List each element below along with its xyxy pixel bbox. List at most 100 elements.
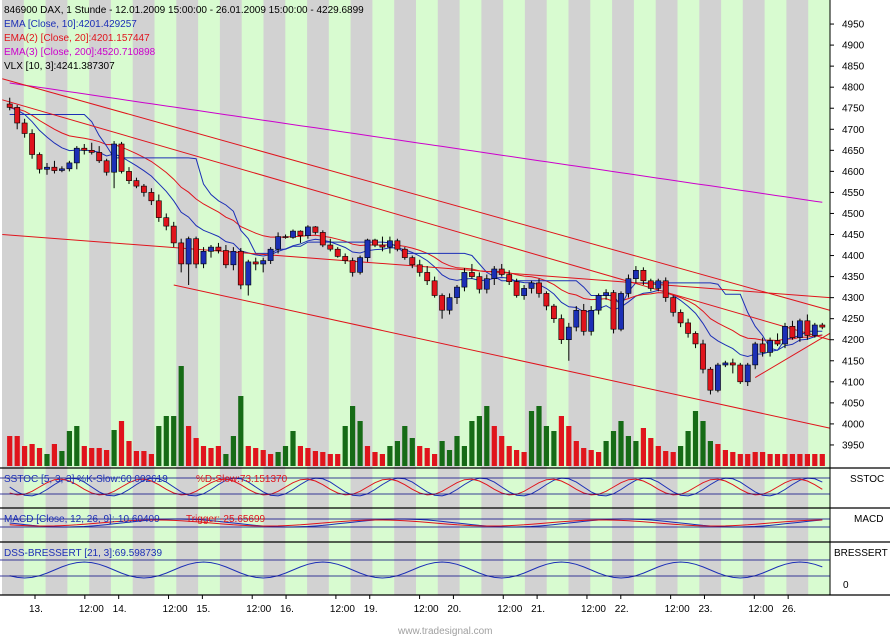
legend-ema20: EMA(2) [Close, 20]:4201.157447 bbox=[4, 33, 150, 44]
volume-bar bbox=[454, 436, 460, 466]
candle-body bbox=[379, 244, 386, 248]
volume-bar bbox=[111, 430, 117, 466]
y-tick-label: 4850 bbox=[842, 62, 865, 73]
volume-bar bbox=[118, 421, 125, 466]
volume-bar bbox=[640, 428, 646, 466]
volume-bar bbox=[133, 451, 139, 466]
candle-body bbox=[312, 226, 319, 233]
volume-bar bbox=[663, 451, 669, 466]
candle-body bbox=[521, 288, 527, 296]
candle-body bbox=[737, 364, 744, 383]
candle-body bbox=[334, 248, 341, 257]
candle-body bbox=[178, 242, 185, 265]
volume-bar bbox=[491, 426, 497, 466]
volume-bar bbox=[745, 454, 751, 466]
volume-bar bbox=[521, 452, 527, 466]
candle-body bbox=[670, 297, 677, 313]
candle-body bbox=[439, 295, 445, 311]
volume-bar bbox=[305, 448, 311, 466]
volume-bar bbox=[66, 431, 72, 466]
volume-bar bbox=[178, 366, 184, 466]
candle-body bbox=[36, 154, 43, 170]
candle-body bbox=[513, 281, 520, 296]
x-tick-label: 14. bbox=[113, 604, 127, 615]
volume-bar bbox=[320, 452, 326, 466]
bg-band bbox=[568, 0, 591, 595]
volume-bar bbox=[253, 448, 259, 466]
candle-body bbox=[536, 282, 542, 294]
bg-band bbox=[132, 0, 156, 595]
candle-body bbox=[245, 261, 252, 286]
volume-bar bbox=[186, 426, 192, 466]
candle-body bbox=[610, 292, 617, 330]
volume-bar bbox=[760, 452, 766, 466]
volume-bar bbox=[707, 441, 713, 466]
volume-bar bbox=[730, 452, 736, 466]
y-tick-label: 4650 bbox=[842, 146, 865, 157]
candle-body bbox=[141, 185, 147, 193]
x-tick-label: 13. bbox=[29, 604, 43, 615]
bg-band bbox=[307, 0, 330, 595]
volume-bar bbox=[432, 454, 438, 466]
candle-body bbox=[722, 362, 729, 366]
volume-bar bbox=[171, 416, 177, 466]
y-tick-label: 4150 bbox=[842, 356, 865, 367]
candle-body bbox=[573, 309, 580, 328]
bg-band bbox=[176, 0, 199, 595]
volume-bar bbox=[163, 416, 169, 466]
bg-band bbox=[808, 0, 831, 595]
x-tick-label: 20. bbox=[447, 604, 461, 615]
volume-bar bbox=[268, 454, 274, 466]
candle-body bbox=[461, 272, 468, 288]
candle-body bbox=[96, 152, 103, 162]
bg-band bbox=[546, 0, 570, 595]
volume-bar bbox=[51, 444, 57, 466]
axes: 3950 4000 4050 4100 4150 4200 4250 4300 4350 4400… bbox=[0, 0, 890, 615]
y-tick-label: 4100 bbox=[842, 377, 865, 388]
volume-bar bbox=[141, 451, 147, 466]
dss-panel-name: BRESSERT bbox=[834, 548, 888, 559]
candle-body bbox=[357, 257, 363, 273]
candle-body bbox=[677, 312, 684, 324]
candle-body bbox=[342, 256, 349, 261]
volume-bar bbox=[789, 454, 795, 466]
candle-body bbox=[51, 166, 58, 171]
y-tick-label: 4800 bbox=[842, 83, 865, 94]
candle-body bbox=[774, 340, 781, 345]
volume-bar bbox=[424, 448, 430, 466]
volume-bar bbox=[372, 452, 378, 466]
candle-body bbox=[260, 260, 267, 265]
candle-body bbox=[275, 236, 281, 250]
candle-body bbox=[640, 269, 647, 282]
dss-legend: DSS-BRESSERT [21, 3]:69.598739 bbox=[4, 548, 162, 559]
candle-body bbox=[44, 166, 50, 170]
watermark: www.tradesignal.com bbox=[397, 626, 492, 637]
x-tick-label: 12:00 bbox=[748, 604, 773, 615]
candle-body bbox=[588, 309, 595, 332]
bg-band bbox=[263, 0, 286, 595]
trendline bbox=[2, 234, 830, 299]
candle-body bbox=[729, 362, 736, 366]
volume-bars bbox=[7, 366, 825, 466]
y-tick-label: 4400 bbox=[842, 251, 865, 262]
bg-band bbox=[786, 0, 809, 595]
bg-band bbox=[764, 0, 787, 595]
candle-body bbox=[468, 272, 475, 277]
volume-bar bbox=[417, 446, 423, 466]
candle-body bbox=[655, 280, 662, 289]
y-tick-label: 4550 bbox=[842, 188, 865, 199]
volume-bar bbox=[469, 421, 475, 466]
volume-bar bbox=[342, 426, 348, 466]
volume-bar bbox=[96, 448, 102, 466]
bg-band bbox=[350, 0, 373, 595]
candle-body bbox=[223, 250, 229, 266]
volume-bar bbox=[484, 406, 490, 466]
volume-bar bbox=[439, 441, 445, 466]
candle-body bbox=[215, 246, 222, 251]
candle-body bbox=[796, 320, 803, 338]
x-tick-label: 19. bbox=[364, 604, 378, 615]
volume-bar bbox=[14, 436, 20, 466]
volume-bar bbox=[797, 454, 803, 466]
candle-body bbox=[543, 293, 550, 307]
volume-bar bbox=[446, 450, 453, 466]
